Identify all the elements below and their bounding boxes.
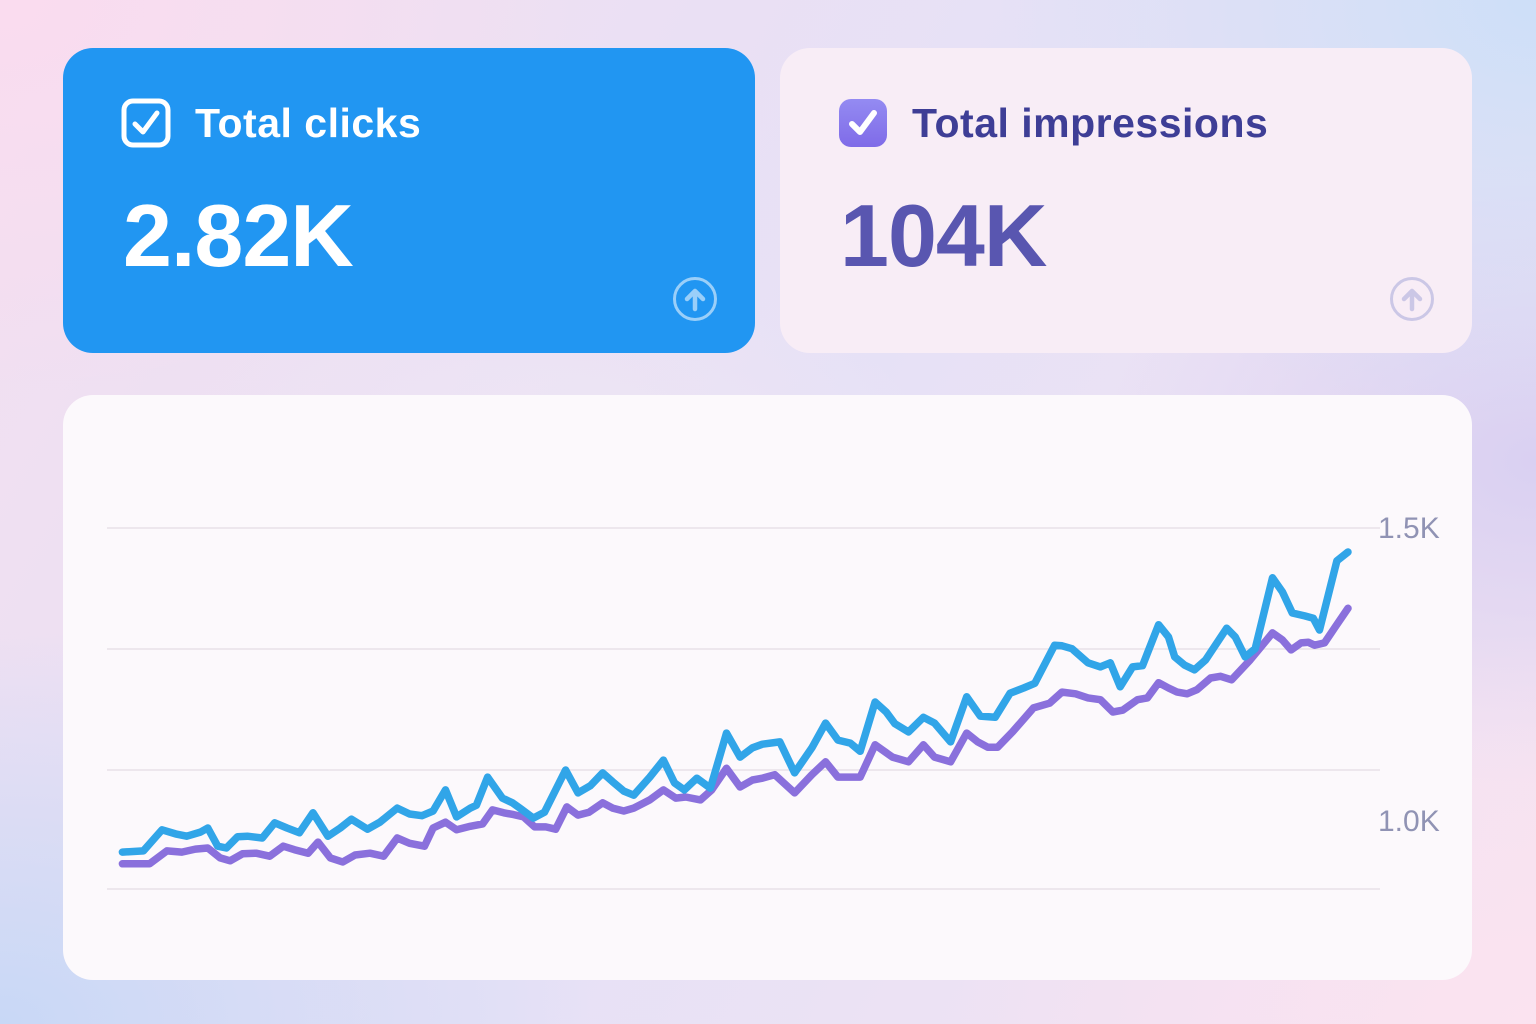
total-impressions-value: 104K [840,186,1047,285]
impressions-line [118,604,1352,868]
total-impressions-card[interactable]: Total impressions 104K [780,48,1472,353]
total-impressions-label: Total impressions [912,99,1269,146]
total-clicks-card[interactable]: Total clicks 2.82K [63,48,755,353]
y-axis-label-bottom: 1.0K [1378,805,1440,838]
arrow-up-circle-icon[interactable] [1388,275,1436,323]
checkbox-checked-icon[interactable] [121,98,171,148]
clicks-line [118,548,1352,856]
arrow-up-circle-icon[interactable] [671,275,719,323]
total-clicks-value: 2.82K [123,186,354,285]
y-axis-label-top: 1.5K [1378,512,1440,545]
performance-chart-card: 1.5K 1.0K [63,395,1472,980]
total-clicks-label: Total clicks [195,99,422,146]
checkbox-checked-icon[interactable] [838,98,888,148]
performance-line-chart[interactable]: 1.5K 1.0K [63,395,1472,980]
